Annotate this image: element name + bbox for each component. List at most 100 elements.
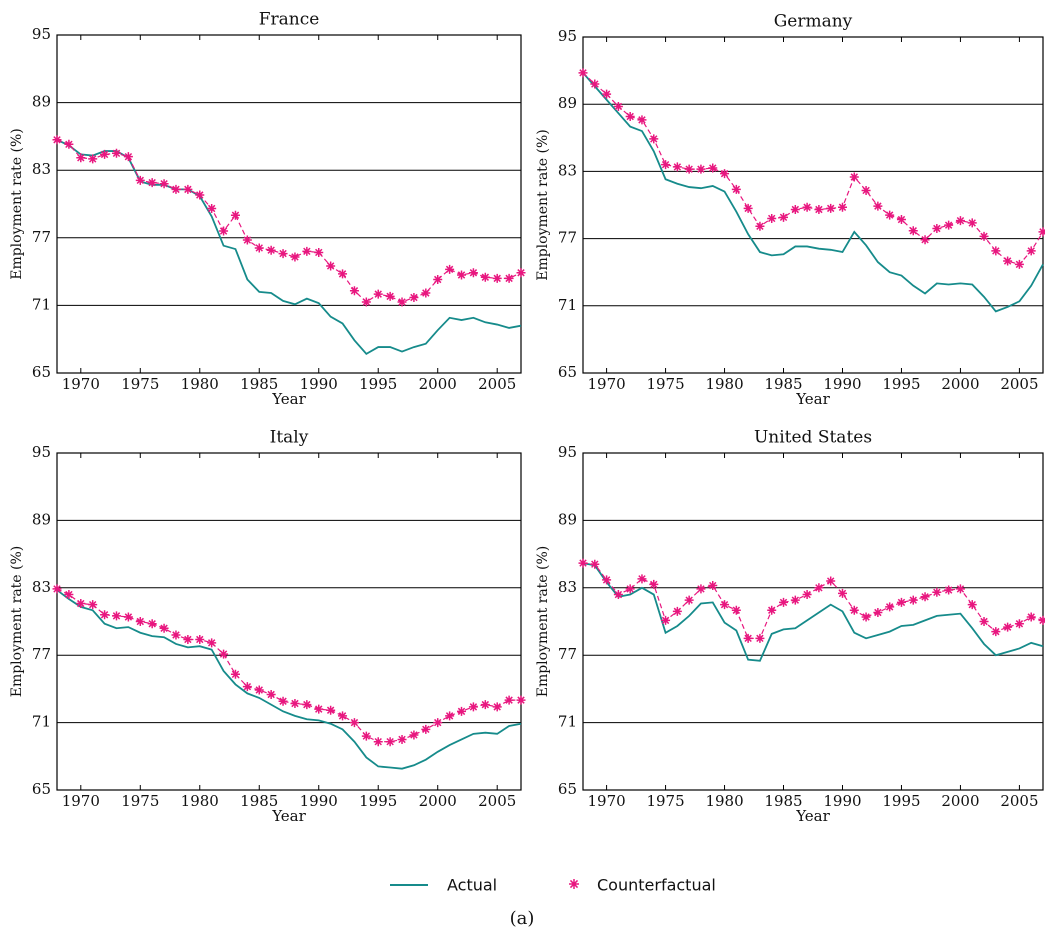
x-tick-label: 2005 <box>1000 792 1038 810</box>
data-point <box>920 235 930 245</box>
series-line <box>56 139 522 303</box>
y-tick-label: 89 <box>558 94 577 112</box>
data-point <box>100 149 110 159</box>
data-point <box>896 215 906 225</box>
data-point <box>219 649 229 659</box>
data-point <box>516 695 526 705</box>
data-point <box>266 690 276 700</box>
y-tick-label: 89 <box>32 510 51 528</box>
x-tick-label: 2005 <box>1000 375 1038 393</box>
data-point <box>326 705 336 715</box>
data-point <box>625 584 635 594</box>
y-tick-label: 95 <box>32 25 51 43</box>
y-tick-label: 71 <box>558 296 577 314</box>
y-tick-label: 71 <box>558 713 577 731</box>
panel-title: United States <box>754 428 872 448</box>
x-tick-label: 1995 <box>359 375 397 393</box>
data-point <box>409 293 419 303</box>
plot-frame <box>56 452 522 791</box>
panel: 65 71 77 83 89 95 1970 1975 1980 1985 1990 1995 2000… <box>535 12 1045 408</box>
data-point <box>861 185 871 195</box>
data-point <box>445 711 455 721</box>
x-tick-label: 1970 <box>587 375 625 393</box>
data-point <box>302 246 312 256</box>
x-tick-label: 1980 <box>181 375 219 393</box>
data-point <box>908 595 918 605</box>
data-point <box>837 588 847 598</box>
data-point <box>266 245 276 255</box>
panel: 65 71 77 83 89 95 1970 1975 1980 1985 1990 1995 2000… <box>9 10 526 408</box>
data-point <box>385 737 395 747</box>
data-point <box>967 218 977 228</box>
x-tick-label: 1970 <box>587 792 625 810</box>
data-point <box>52 135 62 145</box>
data-point <box>457 706 467 716</box>
data-point <box>1038 227 1045 237</box>
x-tick-label: 1995 <box>882 375 920 393</box>
data-point <box>731 184 741 194</box>
data-point <box>1014 259 1024 269</box>
x-tick-label: 2000 <box>419 375 457 393</box>
data-point <box>826 203 836 213</box>
data-point <box>480 700 490 710</box>
data-point <box>516 268 526 278</box>
x-tick-label: 1990 <box>823 375 861 393</box>
x-tick-label: 1980 <box>705 792 743 810</box>
data-point <box>409 730 419 740</box>
data-point <box>849 172 859 182</box>
data-point <box>696 584 706 594</box>
data-point <box>873 608 883 618</box>
x-axis-label: Year <box>795 390 830 408</box>
data-point <box>991 627 1001 637</box>
data-point <box>991 246 1001 256</box>
series-line <box>582 562 1044 662</box>
data-point <box>955 216 965 226</box>
data-point <box>349 286 359 296</box>
data-point <box>111 148 121 158</box>
data-point <box>314 704 324 714</box>
data-point <box>885 210 895 220</box>
data-point <box>743 203 753 213</box>
data-point <box>684 164 694 174</box>
series-line <box>56 138 522 355</box>
x-tick-label: 1975 <box>646 375 684 393</box>
y-tick-label: 95 <box>558 27 577 45</box>
data-point <box>885 602 895 612</box>
x-axis-label: Year <box>271 390 306 408</box>
data-point <box>932 587 942 597</box>
data-point <box>492 702 502 712</box>
data-point <box>826 576 836 586</box>
data-point <box>64 590 74 600</box>
x-tick-label: 1985 <box>240 792 278 810</box>
x-tick-label: 2000 <box>419 792 457 810</box>
data-point <box>373 289 383 299</box>
panel-title: Italy <box>270 428 309 448</box>
data-point <box>314 247 324 257</box>
y-axis-label: Employment rate (%) <box>9 546 25 698</box>
x-tick-label: 2005 <box>478 792 516 810</box>
y-axis-label: Employment rate (%) <box>535 129 551 281</box>
data-point <box>661 615 671 625</box>
data-point <box>708 163 718 173</box>
data-point <box>361 731 371 741</box>
data-point <box>590 559 600 569</box>
y-tick-label: 77 <box>558 645 577 663</box>
data-point <box>290 699 300 709</box>
y-tick-label: 71 <box>32 295 51 313</box>
data-point <box>433 274 443 284</box>
data-point <box>468 268 478 278</box>
data-point <box>159 623 169 633</box>
x-tick-label: 2000 <box>941 792 979 810</box>
legend-label: Counterfactual <box>597 876 716 895</box>
y-tick-label: 65 <box>558 363 577 381</box>
data-point <box>590 79 600 89</box>
data-point <box>708 581 718 591</box>
data-point <box>661 160 671 170</box>
data-point <box>602 575 612 585</box>
data-point <box>171 630 181 640</box>
data-point <box>779 212 789 222</box>
x-tick-label: 1995 <box>359 792 397 810</box>
data-point <box>779 597 789 607</box>
data-point <box>837 202 847 212</box>
x-tick-label: 2005 <box>478 375 516 393</box>
